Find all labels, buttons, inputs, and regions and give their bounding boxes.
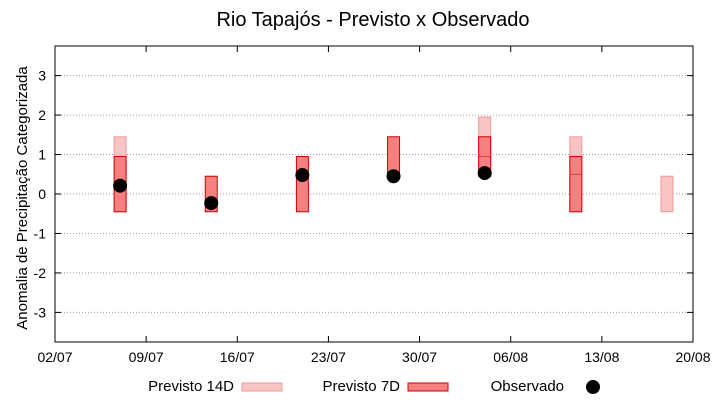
observed-point [113, 178, 128, 193]
x-tick-label: 06/08 [493, 349, 528, 365]
x-tick-label: 13/08 [584, 349, 619, 365]
legend-swatch-observed [586, 380, 600, 394]
legend: Previsto 14D Previsto 7D Observado [148, 378, 600, 395]
grid [55, 75, 693, 313]
legend-swatch [407, 382, 449, 392]
observed-point [477, 166, 492, 181]
axes: -3 -2 -1 0 1 2 3 02/07 09/07 16/07 23/07 30/07 06/08… [34, 46, 711, 365]
observed-point [295, 168, 310, 183]
x-tick-label: 30/07 [402, 349, 437, 365]
y-tick-label: 3 [38, 68, 46, 84]
forecast-7d-bar [569, 156, 583, 213]
y-tick-label: -3 [34, 304, 47, 320]
observed-point [204, 196, 219, 211]
legend-label: Observado [491, 378, 564, 395]
legend-label: Previsto 7D [322, 378, 400, 395]
chart-title: Rio Tapajós - Previsto x Observado [216, 9, 529, 31]
forecast-14d-bar [660, 175, 674, 213]
observed-point [386, 169, 401, 184]
y-tick-label: -2 [34, 265, 47, 281]
legend-swatch [241, 382, 283, 392]
y-axis-label: Anomalia de Precipitação Categorizada [14, 66, 31, 330]
y-tick-label: -1 [34, 225, 47, 241]
plot-area [113, 116, 674, 213]
x-tick-label: 16/07 [220, 349, 255, 365]
legend-label: Previsto 14D [148, 378, 234, 395]
x-tick-label: 02/07 [37, 349, 72, 365]
y-tick-label: 1 [38, 147, 46, 163]
x-tick-label: 20/08 [675, 349, 710, 365]
y-tick-label: 2 [38, 107, 46, 123]
forecast-7d-bar [295, 156, 309, 213]
x-tick-label: 23/07 [311, 349, 346, 365]
y-tick-label: 0 [38, 186, 46, 202]
x-tick-label: 09/07 [129, 349, 164, 365]
